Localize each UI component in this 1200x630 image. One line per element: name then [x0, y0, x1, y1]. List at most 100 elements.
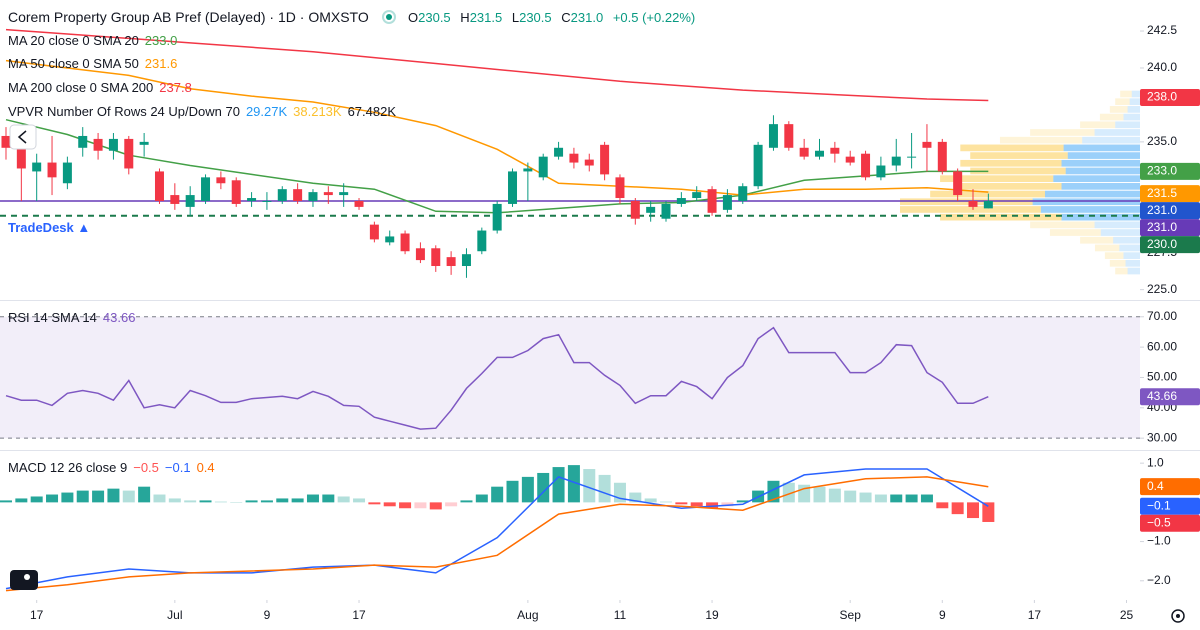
annotation-text[interactable]: TradeDesk ▲	[8, 220, 91, 235]
rsi-band	[0, 316, 1140, 439]
candle-body	[953, 171, 963, 196]
vpvr-down	[1109, 259, 1126, 267]
vpvr-up	[1113, 236, 1140, 244]
price-badge-label: 233.0	[1147, 164, 1177, 178]
x-tick-label: 17	[352, 608, 366, 622]
candle-body	[201, 177, 211, 201]
candle-body	[431, 248, 441, 267]
macd-histogram-bar	[491, 486, 504, 503]
candle-body	[876, 165, 886, 178]
macd-histogram-bar	[506, 480, 519, 503]
collapse-arrow[interactable]	[17, 130, 27, 144]
indicator-value: 67.482K	[347, 104, 397, 119]
price-badge	[1140, 202, 1200, 220]
indicator-value: 29.27K	[245, 104, 288, 119]
candle-body	[247, 198, 257, 201]
candle-body	[308, 192, 318, 201]
macd-histogram-bar	[782, 482, 795, 503]
vpvr-up	[1094, 221, 1140, 229]
indicator-value: 237.8	[159, 80, 192, 95]
macd-histogram-bar	[890, 494, 903, 503]
macd-histogram-bar	[552, 467, 565, 503]
indicator-value: 233.0	[144, 33, 178, 48]
price-badge-label: 230.0	[1147, 237, 1177, 251]
header-legend: Corem Property Group AB Pref (Delayed) ·…	[8, 8, 701, 27]
candle-body	[646, 206, 656, 213]
indicator-name: MA 50 close 0 SMA 50	[8, 56, 139, 71]
vpvr-up	[1061, 213, 1140, 221]
candle-body	[891, 156, 901, 166]
candle-body	[1, 135, 11, 148]
candle-body	[600, 144, 610, 175]
macd-histogram-bar	[184, 500, 197, 503]
macd-histogram-bar	[337, 496, 350, 503]
candle-body	[707, 189, 717, 213]
vpvr-down	[1109, 106, 1128, 113]
vpvr-down	[1030, 221, 1095, 229]
macd-histogram-bar	[813, 486, 826, 503]
price-badge-label: 231.0	[1147, 220, 1177, 234]
price-badge-label: 238.0	[1147, 90, 1177, 104]
macd-histogram-bar	[721, 502, 734, 507]
collapse-button[interactable]	[9, 124, 37, 150]
x-tick-label: 9	[264, 608, 271, 622]
candle-body	[461, 254, 471, 267]
vpvr-up	[1123, 252, 1140, 259]
logo	[10, 570, 38, 590]
vpvr-down	[999, 136, 1083, 144]
vpvr-down	[940, 213, 1062, 221]
macd-histogram-bar	[521, 476, 534, 503]
macd-histogram-bar	[322, 494, 335, 503]
indicator-value: 231.6	[144, 56, 178, 71]
candle-body	[170, 195, 180, 204]
x-tick-label: 25	[1120, 608, 1134, 622]
macd-histogram-bar	[0, 500, 12, 503]
candle-body	[385, 236, 395, 243]
candle-body	[630, 200, 640, 219]
indicator-name: MACD 12 26 close 9	[8, 460, 128, 475]
macd-histogram-bar	[936, 502, 949, 509]
indicator-value: −0.5	[133, 460, 159, 475]
x-tick-label: Jul	[167, 608, 182, 622]
macd-histogram-bar	[966, 502, 979, 519]
indicator-name: MA 200 close 0 SMA 200	[8, 80, 154, 95]
settings-icon-core[interactable]	[1176, 614, 1180, 618]
settings-icon[interactable]	[1171, 609, 1185, 623]
macd-histogram-bar	[260, 500, 273, 503]
price-badge-label: 43.66	[1147, 389, 1177, 403]
vpvr-up	[1127, 267, 1140, 275]
macd-histogram-bar	[982, 502, 995, 522]
price-badge	[1140, 388, 1200, 406]
candle-body	[339, 192, 349, 196]
candle-body	[277, 189, 287, 201]
candle-body	[62, 162, 72, 184]
ma-legend: MA 200 close 0 SMA 200 237.8	[8, 79, 198, 97]
vpvr-up	[1032, 198, 1140, 206]
annotation[interactable]: TradeDesk ▲	[8, 219, 96, 237]
vpvr-down	[900, 206, 1041, 213]
x-tick-label: 19	[705, 608, 719, 622]
x-tick-label: 17	[1028, 608, 1042, 622]
candle-body	[185, 195, 195, 207]
price-badge-label: 231.0	[1147, 203, 1177, 217]
vpvr-up	[1100, 229, 1140, 236]
y-tick-label: 242.5	[1147, 23, 1177, 37]
macd-histogram-bar	[245, 500, 258, 503]
candle-body	[78, 135, 88, 148]
vpvr-down	[1120, 90, 1132, 98]
macd-histogram-bar	[859, 492, 872, 503]
price-badge	[1140, 89, 1200, 107]
vpvr-up	[1125, 259, 1140, 267]
macd-histogram-bar	[475, 494, 488, 503]
candle-body	[492, 203, 502, 231]
candle-body	[538, 156, 548, 178]
candle-body	[293, 189, 303, 201]
candle-body	[768, 124, 778, 148]
vpvr-down	[1080, 121, 1116, 129]
candle-body	[124, 138, 134, 169]
vpvr-up	[1063, 144, 1140, 152]
candle-body	[861, 153, 871, 178]
indicator-line	[5, 326, 989, 430]
macd-histogram-bar	[76, 490, 89, 503]
